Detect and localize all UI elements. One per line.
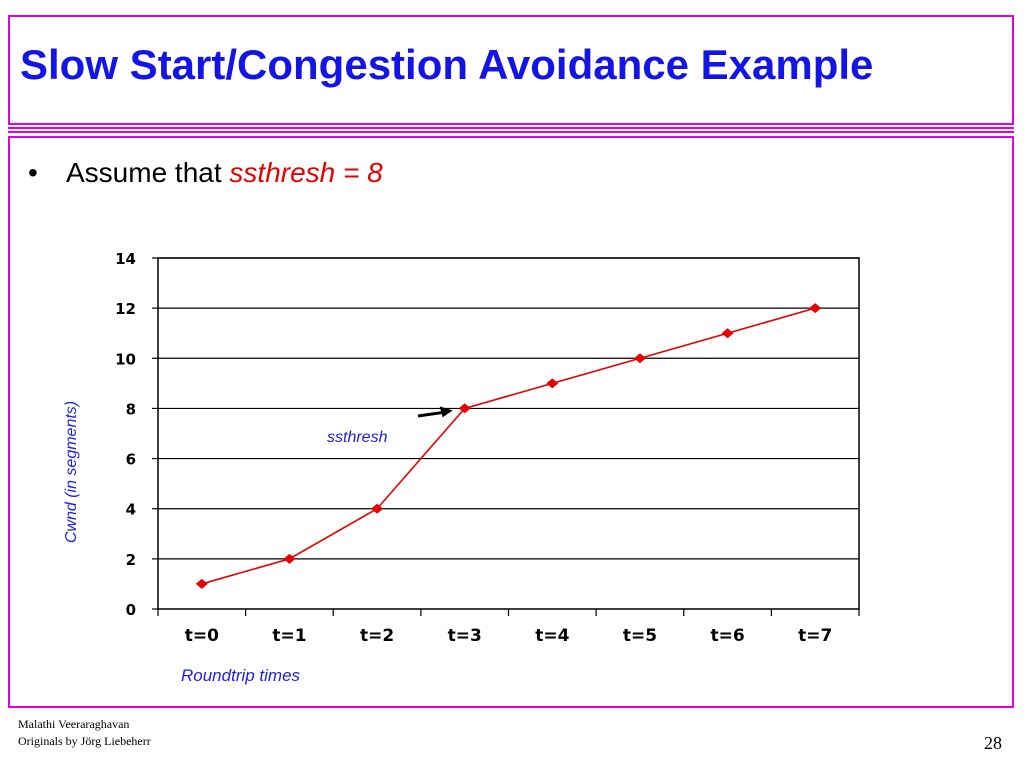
x-tick-label: t=3 [448,626,482,646]
content-frame [8,136,1014,708]
footer: Malathi Veeraraghavan Originals by Jörg … [18,716,151,750]
x-tick-label: t=5 [623,626,657,646]
slide-title: Slow Start/Congestion Avoidance Example [20,41,874,88]
plot-area [157,257,860,610]
divider-rule [8,131,1014,133]
data-point [809,303,822,314]
data-point [458,403,471,414]
bullet-item: • Assume that ssthresh = 8 [28,157,383,189]
data-point [633,353,646,364]
annotation-arrowhead [439,406,453,418]
footer-author: Malathi Veeraraghavan [18,717,130,731]
y-tick-label: 6 [126,451,136,469]
data-point [283,553,296,564]
x-tick-label: t=0 [185,626,219,646]
ssthresh-annotation: ssthresh [327,429,388,446]
x-tick-label: t=4 [535,626,569,646]
title-frame [8,15,1014,125]
x-tick-label: t=1 [272,626,306,646]
y-tick-label: 8 [126,400,136,418]
footer-credit: Originals by Jörg Liebeherr [18,734,151,748]
y-tick-label: 10 [115,350,136,368]
y-tick-label: 14 [115,250,136,268]
x-axis-title: Roundtrip times [181,666,301,685]
bullet-text: Assume that [66,157,222,188]
x-tick-label: t=6 [710,626,744,646]
y-tick-label: 2 [126,551,136,569]
series-line [201,307,816,585]
x-tick-label: t=2 [360,626,394,646]
bullet-dot: • [28,157,38,188]
data-point [371,503,384,514]
y-axis-title: Cwnd (in segments) [63,401,80,543]
bullet-highlight: ssthresh = 8 [229,157,383,188]
y-tick-label: 12 [115,300,136,318]
page-number: 28 [984,733,1002,753]
data-point [546,378,559,389]
data-point [195,578,208,589]
y-tick-label: 0 [126,601,136,619]
divider-rule [8,127,1014,129]
data-point [721,328,734,339]
y-tick-label: 4 [126,501,136,519]
x-tick-label: t=7 [798,626,832,646]
